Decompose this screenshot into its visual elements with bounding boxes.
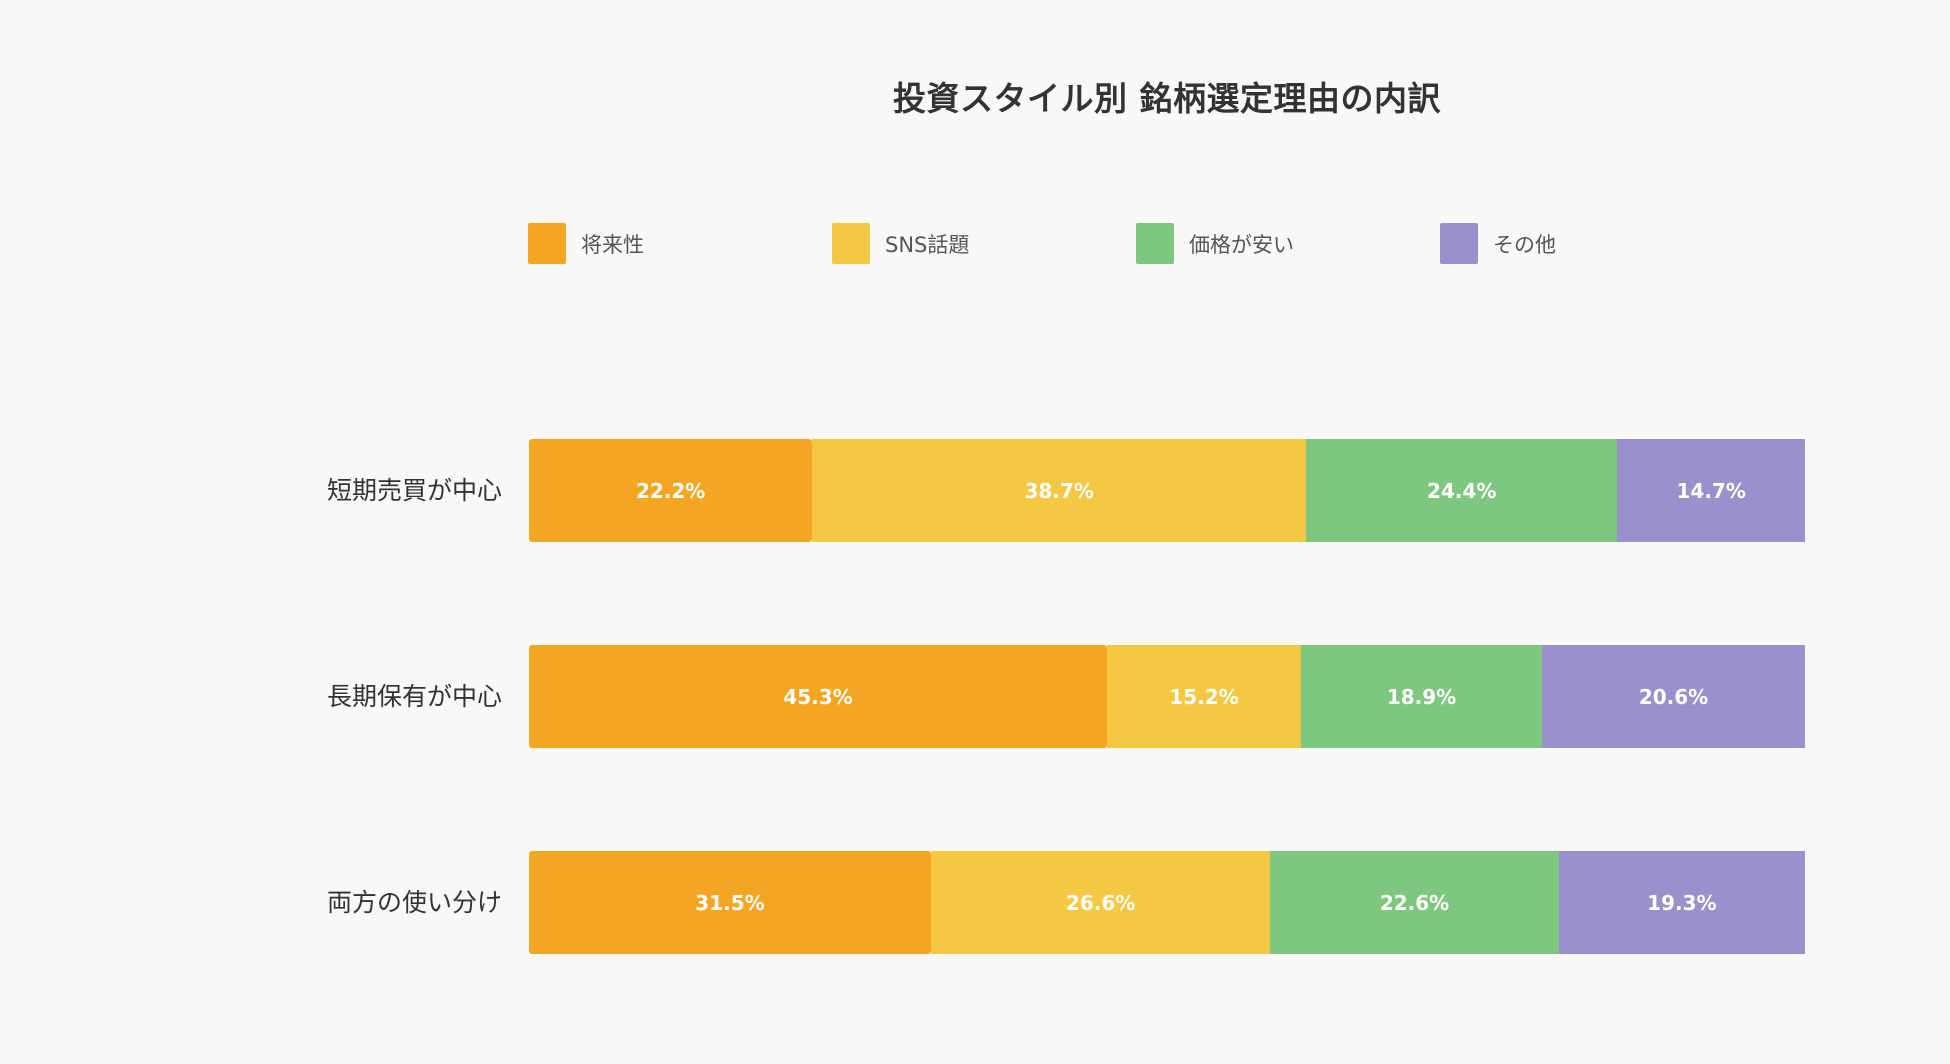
segment-value-label: 38.7% <box>1024 478 1094 503</box>
bar-segment[interactable]: 18.9% <box>1300 645 1543 748</box>
stacked-bar: 22.2% 38.7% 24.4% 14.7% <box>529 439 1805 542</box>
bar-segment[interactable]: 19.3% <box>1558 851 1805 954</box>
legend-item-future[interactable]: 将来性 <box>528 223 644 264</box>
bar-segment[interactable]: 24.4% <box>1306 439 1618 542</box>
bar-segment[interactable]: 26.6% <box>930 851 1271 954</box>
bar-row-short-term: 短期売買が中心 22.2% 38.7% 24.4% 14.7% <box>0 439 1950 542</box>
bar-segment[interactable]: 38.7% <box>812 439 1307 542</box>
stacked-bar: 45.3% 15.2% 18.9% 20.6% <box>529 645 1805 748</box>
segment-value-label: 26.6% <box>1065 890 1136 915</box>
bar-row-long-term: 長期保有が中心 45.3% 15.2% 18.9% 20.6% <box>0 645 1950 748</box>
bar-segment[interactable]: 31.5% <box>529 851 931 954</box>
category-label: 長期保有が中心 <box>326 682 502 711</box>
legend-item-other[interactable]: その他 <box>1440 223 1556 264</box>
segment-value-label: 18.9% <box>1386 684 1457 709</box>
legend-swatch-icon <box>832 223 870 264</box>
legend-label: 価格が安い <box>1189 232 1294 257</box>
legend-item-sns[interactable]: SNS話題 <box>832 223 969 264</box>
legend-label: 将来性 <box>581 232 644 257</box>
segment-value-label: 24.4% <box>1427 478 1497 503</box>
bar-segment[interactable]: 22.2% <box>529 439 813 542</box>
legend-swatch-icon <box>1136 223 1174 264</box>
legend-item-cheap-price[interactable]: 価格が安い <box>1136 223 1294 264</box>
segment-value-label: 22.2% <box>635 478 706 503</box>
bar-segment[interactable]: 20.6% <box>1542 645 1805 748</box>
legend-label: その他 <box>1493 232 1556 257</box>
legend-swatch-icon <box>1440 223 1478 264</box>
bar-row-both: 両方の使い分け 31.5% 26.6% 22.6% 19.3% <box>0 851 1950 954</box>
category-label: 短期売買が中心 <box>326 476 502 505</box>
segment-value-label: 20.6% <box>1638 684 1709 709</box>
legend-label: SNS話題 <box>885 232 970 257</box>
legend-swatch-icon <box>528 223 566 264</box>
bar-segment[interactable]: 22.6% <box>1270 851 1559 954</box>
segment-value-label: 19.3% <box>1647 890 1717 915</box>
bar-segment[interactable]: 15.2% <box>1107 645 1301 748</box>
stacked-bar: 31.5% 26.6% 22.6% 19.3% <box>529 851 1805 954</box>
segment-value-label: 22.6% <box>1379 890 1450 915</box>
bar-segment[interactable]: 14.7% <box>1617 439 1805 542</box>
segment-value-label: 45.3% <box>783 684 853 709</box>
segment-value-label: 31.5% <box>695 890 765 915</box>
segment-value-label: 15.2% <box>1169 684 1239 709</box>
segment-value-label: 14.7% <box>1676 478 1746 503</box>
chart-title: 投資スタイル別 銘柄選定理由の内訳 <box>893 79 1441 118</box>
bar-segment[interactable]: 45.3% <box>529 645 1108 748</box>
category-label: 両方の使い分け <box>326 888 502 917</box>
